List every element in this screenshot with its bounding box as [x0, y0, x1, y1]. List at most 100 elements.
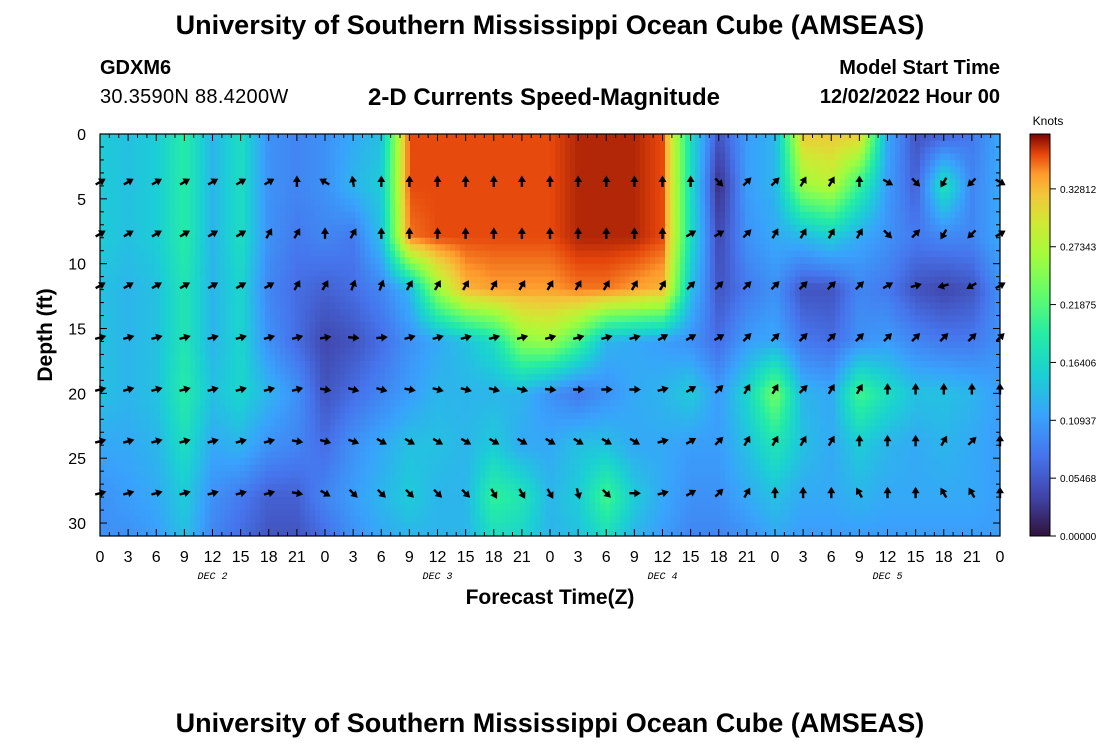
- heatmap-cell: [230, 276, 236, 284]
- heatmap-cell: [950, 296, 956, 304]
- heatmap-cell: [375, 276, 381, 284]
- heatmap-cell: [995, 257, 1000, 265]
- heatmap-cell: [515, 192, 521, 200]
- heatmap-cell: [955, 172, 961, 180]
- heatmap-cell: [525, 159, 531, 168]
- heatmap-cell: [540, 134, 546, 142]
- heatmap-cell: [730, 289, 736, 297]
- heatmap-cell: [690, 140, 696, 148]
- heatmap-cell: [205, 231, 211, 239]
- heatmap-cell: [140, 244, 146, 252]
- heatmap-cell: [555, 296, 561, 304]
- heatmap-cell: [250, 205, 256, 213]
- heatmap-cell: [800, 192, 806, 200]
- heatmap-cell: [695, 205, 701, 213]
- heatmap-cell: [100, 198, 106, 206]
- heatmap-cell: [475, 250, 481, 258]
- heatmap-cell: [970, 289, 976, 297]
- heatmap-cell: [855, 296, 861, 304]
- heatmap-cell: [740, 250, 746, 258]
- heatmap-cell: [325, 159, 331, 168]
- heatmap-cell: [670, 218, 676, 226]
- heatmap-cell: [580, 257, 586, 265]
- heatmap-cell: [530, 244, 536, 252]
- heatmap-cell: [185, 257, 191, 265]
- heatmap-cell: [165, 179, 171, 187]
- heatmap-cell: [450, 270, 456, 278]
- heatmap-cell: [255, 296, 261, 304]
- heatmap-cell: [795, 218, 801, 226]
- heatmap-cell: [780, 263, 786, 271]
- heatmap-cell: [120, 276, 126, 284]
- heatmap-cell: [365, 153, 371, 161]
- heatmap-cell: [445, 205, 451, 213]
- heatmap-cell: [805, 283, 811, 291]
- heatmap-cell: [845, 185, 851, 193]
- heatmap-cell: [135, 257, 141, 265]
- heatmap-cell: [385, 159, 391, 168]
- heatmap-cell: [565, 172, 571, 180]
- heatmap-cell: [750, 134, 756, 142]
- heatmap-cell: [380, 192, 386, 200]
- heatmap-cell: [840, 198, 846, 206]
- heatmap-cell: [210, 250, 216, 258]
- heatmap-cell: [885, 153, 891, 161]
- heatmap-cell: [995, 159, 1000, 168]
- heatmap-cell: [690, 198, 696, 206]
- heatmap-cell: [250, 134, 256, 142]
- heatmap-cell: [170, 166, 176, 174]
- heatmap-cell: [550, 302, 556, 310]
- heatmap-cell: [115, 166, 121, 174]
- heatmap-cell: [665, 224, 671, 232]
- heatmap-cell: [845, 134, 851, 142]
- heatmap-cell: [295, 270, 301, 278]
- heatmap-cell: [880, 146, 886, 155]
- heatmap-cell: [345, 283, 351, 291]
- heatmap-cell: [295, 134, 301, 142]
- heatmap-cell: [160, 140, 166, 148]
- heatmap-cell: [205, 276, 211, 284]
- heatmap-cell: [320, 296, 326, 304]
- heatmap-cell: [225, 276, 231, 284]
- heatmap-cell: [555, 146, 561, 155]
- heatmap-cell: [795, 134, 801, 142]
- heatmap-cell: [995, 205, 1000, 213]
- heatmap-cell: [375, 309, 381, 317]
- heatmap-cell: [560, 237, 566, 245]
- heatmap-cell: [720, 244, 726, 252]
- heatmap-cell: [740, 205, 746, 213]
- heatmap-cell: [335, 244, 341, 252]
- heatmap-cell: [645, 231, 651, 239]
- heatmap-cell: [130, 309, 136, 317]
- heatmap-cell: [535, 276, 541, 284]
- heatmap-cell: [995, 140, 1000, 148]
- heatmap-cell: [660, 237, 666, 245]
- heatmap-cell: [770, 159, 776, 168]
- heatmap-cell: [190, 198, 196, 206]
- heatmap-cell: [985, 192, 991, 200]
- heatmap-cell: [815, 179, 821, 187]
- heatmap-cell: [615, 159, 621, 168]
- heatmap-cell: [605, 263, 611, 271]
- heatmap-cell: [755, 309, 761, 317]
- heatmap-cell: [580, 302, 586, 310]
- heatmap-cell: [620, 224, 626, 232]
- heatmap-cell: [255, 302, 261, 310]
- heatmap-cell: [740, 198, 746, 206]
- heatmap-cell: [550, 257, 556, 265]
- heatmap-cell: [140, 172, 146, 180]
- heatmap-cell: [275, 172, 281, 180]
- heatmap-cell: [375, 237, 381, 245]
- heatmap-cell: [700, 153, 706, 161]
- heatmap-cell: [100, 289, 106, 297]
- heatmap-cell: [890, 296, 896, 304]
- heatmap-cell: [450, 205, 456, 213]
- heatmap-cell: [815, 146, 821, 155]
- heatmap-cell: [370, 159, 376, 168]
- heatmap-cell: [895, 153, 901, 161]
- heatmap-cell: [930, 140, 936, 148]
- heatmap-cell: [930, 205, 936, 213]
- heatmap-cell: [905, 192, 911, 200]
- heatmap-cell: [605, 250, 611, 258]
- heatmap-cell: [250, 179, 256, 187]
